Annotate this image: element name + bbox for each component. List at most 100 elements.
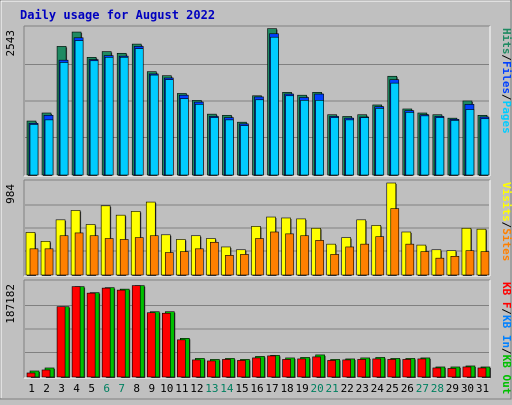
bar-kb-f [162,313,170,377]
bar-sites [271,232,279,275]
bar-kb-f [448,368,456,377]
chart-title: Daily usage for August 2022 [20,8,215,22]
bar-kb-f [192,360,200,377]
bar-pages [406,112,414,175]
bar-kb-f [433,368,441,377]
bar-sites [180,252,188,275]
x-tick-label: 21 [326,382,339,395]
bar-kb-f [252,358,260,377]
bar-kb-f [463,367,471,377]
bar-pages [301,100,309,175]
x-tick-label: 16 [250,382,263,395]
bar-sites [286,234,294,275]
bar-pages [466,110,474,175]
x-tick-label: 12 [190,382,203,395]
legend-kb-label: KB Out [500,355,512,395]
y-max-label-visits: 984 [4,184,17,204]
bar-kb-f [478,368,486,377]
bar-sites [361,244,369,275]
legend-visits-sites-label: Sites [500,228,512,261]
bar-sites [301,236,309,275]
x-tick-label: 13 [205,382,218,395]
legend-kb-label: KB In [500,315,512,348]
bar-sites [255,239,263,275]
x-tick-label: 14 [220,382,234,395]
bar-sites [150,236,158,275]
bar-kb-f [313,357,321,377]
bar-kb-f [343,360,351,377]
legend-hits-files-pages-label: Files [500,61,512,94]
x-tick-label: 1 [28,382,35,395]
bar-sites [45,249,53,275]
bar-kb-f [283,359,291,377]
bar-kb-f [132,286,140,377]
x-tick-label: 10 [160,382,173,395]
bar-kb-f [42,370,50,377]
x-tick-label: 7 [118,382,125,395]
bar-kb-f [207,361,215,377]
bar-kb-f [268,356,276,377]
bar-sites [90,236,98,275]
panel-visits-sites: 984 Visits/Sites [4,180,512,276]
bar-kb-f [403,359,411,377]
bar-pages [255,100,263,175]
x-tick-label: 25 [386,382,399,395]
x-tick-label: 24 [371,382,385,395]
bar-sites [391,209,399,275]
bar-sites [316,240,324,275]
bar-sites [210,242,218,275]
x-tick-label: 17 [265,382,278,395]
x-tick-label: 6 [103,382,110,395]
legend-hits-files-pages-label: Pages [500,101,512,134]
x-tick-label: 29 [446,382,459,395]
bar-pages [30,124,38,175]
bar-sites [120,239,128,275]
bar-pages [391,83,399,175]
bar-kb-f [27,373,35,377]
bar-kb-f [373,359,381,377]
bar-pages [60,62,68,175]
x-tick-label: 26 [401,382,414,395]
bar-sites [421,252,429,275]
bar-sites [436,258,444,275]
bar-pages [120,57,128,175]
bar-kb-f [222,359,230,377]
bar-kb-f [388,359,396,377]
bar-pages [135,49,143,175]
bar-kb-f [72,287,80,377]
bar-kb-f [298,359,306,377]
bar-kb-f [57,307,65,377]
x-tick-label: 19 [295,382,308,395]
bar-pages [240,126,248,175]
legend-hits-files-pages-label: Hits [500,28,512,55]
bar-pages [75,41,83,175]
bar-sites [60,236,68,275]
y-max-label-hits: 2543 [4,30,17,57]
bar-kb-f [358,359,366,377]
bar-sites [135,238,143,275]
bar-pages [45,120,53,175]
bar-pages [481,119,489,175]
bar-pages [271,37,279,175]
x-tick-label: 18 [280,382,293,395]
bar-sites [105,239,113,275]
x-tick-label: 15 [235,382,248,395]
bar-kb-f [147,313,155,377]
bar-pages [421,116,429,175]
x-tick-label: 22 [341,382,354,395]
x-tick-label: 11 [175,382,188,395]
x-tick-label: 31 [476,382,489,395]
bar-sites [30,249,38,275]
x-tick-label: 9 [148,382,155,395]
bar-kb-f [102,288,110,377]
y-max-label-kb: 187182 [4,284,17,324]
bar-kb-f [177,340,185,377]
x-tick-label: 28 [431,382,444,395]
bar-pages [195,104,203,175]
x-tick-label: 8 [133,382,140,395]
bar-pages [376,108,384,175]
bar-pages [225,120,233,175]
bar-sites [331,254,339,275]
